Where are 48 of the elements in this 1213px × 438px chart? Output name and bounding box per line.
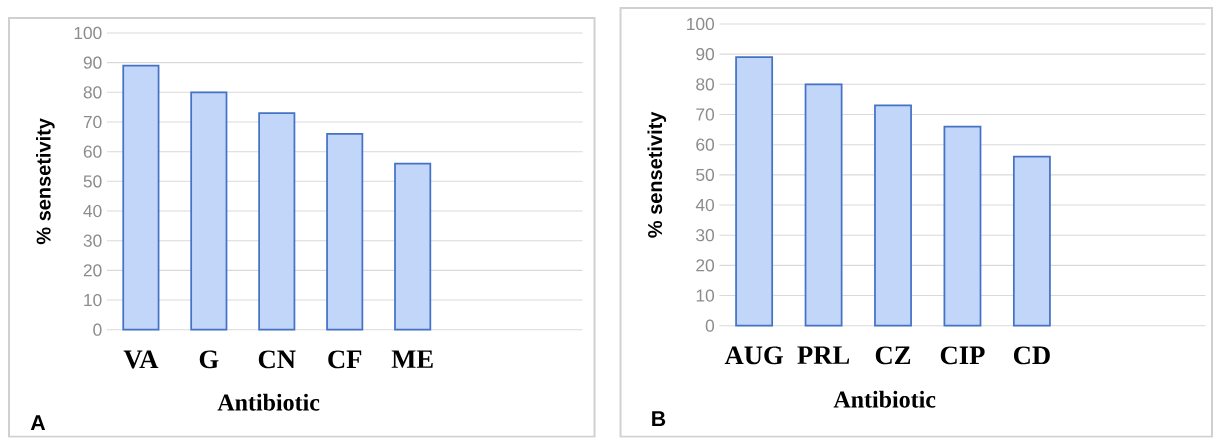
- bar: [258, 112, 296, 331]
- bar: [735, 56, 774, 327]
- bar: [874, 104, 912, 327]
- x-tick-label: CF: [328, 350, 362, 369]
- text: A: [30, 415, 46, 431]
- y-tick-label: 0: [705, 319, 715, 333]
- y-tick-label: 10: [84, 294, 102, 307]
- x-tick-label: CIP: [940, 346, 985, 365]
- bar: [1012, 156, 1051, 327]
- text: B: [652, 411, 666, 427]
- y-tick-label: 70: [83, 116, 102, 129]
- y-tick-label: 100: [74, 27, 102, 40]
- y-tick-label: 20: [83, 264, 102, 277]
- x-tick-label: CZ: [875, 346, 911, 365]
- y-tick-label: 60: [83, 145, 102, 158]
- y-tick-label: 20: [696, 259, 715, 272]
- y-tick-label: 30: [696, 229, 715, 242]
- bar: [326, 133, 364, 331]
- y-tick-label: 100: [687, 18, 715, 31]
- y-tick-label: 0: [93, 323, 102, 337]
- y-tick-label: 10: [696, 289, 715, 302]
- y-tick-label: 30: [83, 234, 102, 248]
- x-tick-label: PRL: [797, 346, 850, 365]
- y-tick-label: 90: [696, 48, 715, 61]
- x-tick-label: CN: [258, 350, 296, 369]
- x-axis-title: Antibiotic: [833, 390, 936, 408]
- y-tick-label: 90: [83, 56, 102, 69]
- x-tick-label: CD: [1013, 346, 1050, 365]
- y-tick-label: 50: [83, 175, 102, 188]
- x-tick-label: VA: [123, 350, 159, 369]
- bar: [122, 64, 160, 331]
- y-tick-label: 80: [83, 86, 102, 99]
- y-tick-label: 40: [695, 199, 715, 212]
- y-axis-title: % sensetivity: [647, 111, 667, 238]
- y-tick-label: 60: [696, 138, 715, 151]
- y-tick-label: 50: [696, 168, 715, 182]
- y-tick-label: 80: [696, 78, 715, 91]
- bar: [804, 83, 843, 327]
- x-tick-label: AUG: [724, 346, 783, 365]
- x-tick-label: G: [199, 350, 219, 369]
- y-tick-label: 70: [696, 108, 715, 121]
- y-tick-label: 40: [83, 205, 102, 218]
- x-tick-label: ME: [391, 350, 433, 369]
- bar: [943, 125, 982, 327]
- x-axis-title: Antibiotic: [217, 393, 320, 411]
- bar: [394, 162, 432, 331]
- bar: [190, 91, 228, 331]
- y-axis-title: % sensetivity: [36, 118, 55, 245]
